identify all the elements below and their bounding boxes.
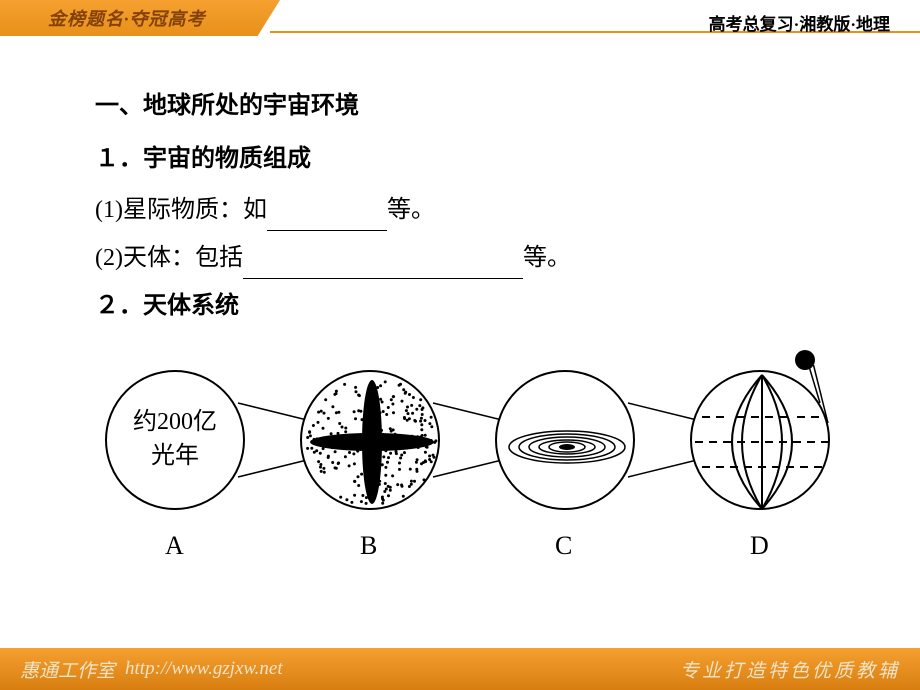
footer-banner: 惠通工作室 http://www.gzjxw.net 专业打造特色优质教辅 <box>0 648 920 690</box>
footer-studio: 惠通工作室 <box>20 656 115 683</box>
earth-globe-icon <box>692 372 832 512</box>
item-1-prefix: (1)星际物质：如 <box>95 197 267 223</box>
banner-subtitle: 高考总复习·湘教版·地理 <box>709 10 890 35</box>
main-content: 一、地球所处的宇宙环境 １．宇宙的物质组成 (1)星际物质：如等。 (2)天体：… <box>0 42 920 585</box>
blank-2 <box>243 255 523 279</box>
banner-title: 金榜题名·夺冠高考 <box>48 5 206 31</box>
subtitle-2: ２．天体系统 <box>95 282 840 330</box>
circle-a-text-1: 约200亿 <box>133 406 217 440</box>
item-2-suffix: 等。 <box>523 245 571 271</box>
label-a: A <box>165 520 184 572</box>
circle-d-earth <box>690 370 830 510</box>
circle-b-galaxy <box>300 370 440 510</box>
solar-system-icon <box>497 372 637 512</box>
moon-dot-icon <box>795 350 815 370</box>
banner-left-bg: 金榜题名·夺冠高考 <box>0 0 280 36</box>
section-title: 一、地球所处的宇宙环境 <box>95 82 840 130</box>
footer-url: http://www.gzjxw.net <box>125 658 283 680</box>
galaxy-icon <box>302 372 442 512</box>
fill-item-1: (1)星际物质：如 等。 <box>95 186 840 234</box>
circle-a-text-2: 光年 <box>151 440 199 474</box>
celestial-diagram: 约200亿 光年 <box>95 365 835 565</box>
item-2-prefix: (2)天体：包括 <box>95 245 243 271</box>
item-1-suffix: 等。 <box>387 197 435 223</box>
top-banner: 金榜 金榜题名·夺冠高考 高考总复习·湘教版·地理 <box>0 0 920 42</box>
subtitle-1: １．宇宙的物质组成 <box>95 135 840 183</box>
label-c: C <box>555 520 572 572</box>
fill-item-2: (2)天体：包括 等。 <box>95 234 840 282</box>
label-b: B <box>360 520 377 572</box>
footer-slogan: 专业打造特色优质教辅 <box>680 656 900 683</box>
circle-c-solar-system <box>495 370 635 510</box>
blank-1 <box>267 207 387 231</box>
circle-a-universe: 约200亿 光年 <box>105 370 245 510</box>
label-d: D <box>750 520 769 572</box>
